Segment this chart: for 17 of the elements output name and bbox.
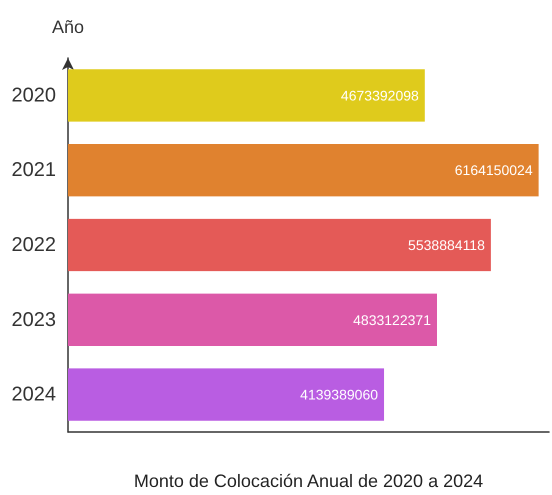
data-label: 5538884118 bbox=[408, 237, 486, 253]
y-tick-label: 2020 bbox=[12, 84, 56, 106]
data-label: 4673392098 bbox=[340, 87, 420, 104]
bar bbox=[68, 294, 438, 346]
bar bbox=[68, 144, 539, 196]
bar bbox=[68, 368, 384, 421]
y-tick-label: 2024 bbox=[12, 384, 56, 406]
x-axis-title: Monto de Colocación Anual de 2020 a 2024 bbox=[134, 471, 484, 491]
data-label: 4139389060 bbox=[300, 386, 378, 403]
y-tick-label: 2022 bbox=[12, 234, 56, 256]
bar bbox=[68, 69, 425, 122]
data-label: 4833122371 bbox=[353, 312, 432, 328]
data-label: 6164150024 bbox=[454, 162, 533, 178]
y-axis-title: Año bbox=[52, 17, 84, 37]
y-tick-label: 2021 bbox=[12, 159, 56, 182]
y-tick-label: 2023 bbox=[12, 308, 56, 331]
bar bbox=[68, 218, 491, 272]
